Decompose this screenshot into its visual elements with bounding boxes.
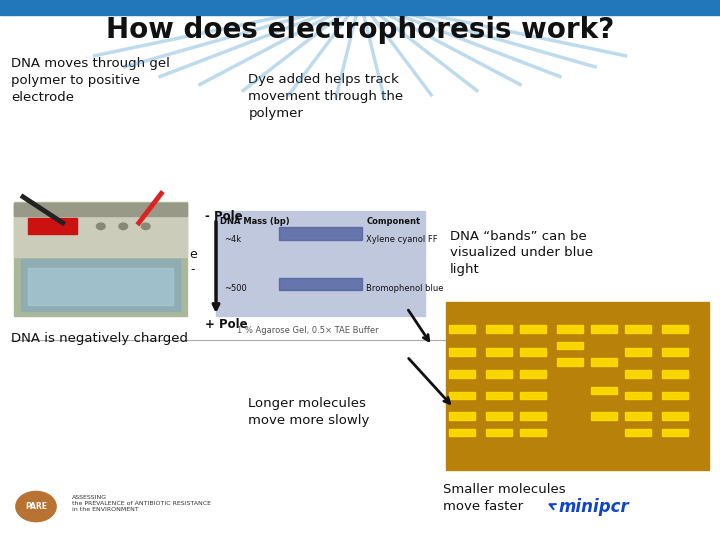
Text: + Pole: + Pole — [205, 318, 248, 330]
Bar — [449, 348, 475, 356]
Bar — [662, 392, 688, 400]
Bar — [591, 387, 617, 394]
Bar — [449, 325, 475, 333]
Text: minipcr: minipcr — [558, 497, 629, 516]
Text: DNA Mass (bp): DNA Mass (bp) — [220, 217, 290, 226]
Bar — [591, 325, 617, 333]
Bar — [446, 302, 709, 470]
Text: ASSESSING
the PREVALENCE of ANTIBIOTIC RESISTANCE
in the ENVIRONMENT: ASSESSING the PREVALENCE of ANTIBIOTIC R… — [72, 495, 211, 511]
Bar — [520, 392, 546, 400]
Text: How does electrophoresis work?: How does electrophoresis work? — [106, 16, 614, 44]
Bar — [14, 202, 187, 216]
Bar — [520, 370, 546, 378]
Bar — [449, 392, 475, 400]
Text: DNA “bands” can be
visualized under blue
light: DNA “bands” can be visualized under blue… — [450, 230, 593, 276]
Bar — [557, 325, 583, 333]
Bar — [449, 370, 475, 378]
Bar — [520, 429, 546, 436]
Bar — [486, 348, 512, 356]
Bar — [28, 218, 76, 234]
Bar — [486, 412, 512, 420]
Bar — [625, 370, 652, 378]
Text: Longer molecules
move more slowly: Longer molecules move more slowly — [248, 397, 370, 427]
Circle shape — [141, 223, 150, 230]
Bar — [625, 325, 652, 333]
Text: - Pole: - Pole — [205, 210, 243, 222]
Circle shape — [119, 223, 127, 230]
Bar — [557, 359, 583, 366]
Bar — [486, 429, 512, 436]
Bar — [625, 392, 652, 400]
Bar — [486, 392, 512, 400]
Bar — [625, 412, 652, 420]
Bar — [662, 370, 688, 378]
Text: 1 % Agarose Gel, 0.5× TAE Buffer: 1 % Agarose Gel, 0.5× TAE Buffer — [237, 326, 379, 335]
Text: DNA is negatively charged: DNA is negatively charged — [11, 332, 188, 345]
Bar — [662, 325, 688, 333]
Bar — [625, 429, 652, 436]
Bar — [557, 342, 583, 349]
Bar — [520, 412, 546, 420]
Bar — [14, 202, 187, 316]
Bar — [449, 412, 475, 420]
Text: ~500: ~500 — [225, 284, 247, 293]
Text: PARE: PARE — [25, 502, 47, 511]
Text: e
-: e - — [189, 248, 197, 276]
Bar — [662, 412, 688, 420]
Bar — [14, 202, 187, 257]
Text: Smaller molecules
move faster: Smaller molecules move faster — [443, 483, 565, 514]
Bar — [22, 259, 180, 312]
Bar — [486, 325, 512, 333]
Circle shape — [16, 491, 56, 522]
Bar — [28, 268, 174, 305]
Circle shape — [96, 223, 105, 230]
Text: ~4k: ~4k — [225, 234, 241, 244]
Bar — [662, 429, 688, 436]
Bar — [662, 348, 688, 356]
Text: Xylene cyanol FF: Xylene cyanol FF — [366, 234, 438, 244]
Bar — [591, 359, 617, 366]
Bar — [591, 412, 617, 420]
Bar — [279, 227, 362, 240]
Bar — [279, 278, 362, 289]
Bar — [216, 211, 425, 316]
Bar — [0, 0, 720, 15]
Text: Bromophenol blue: Bromophenol blue — [366, 284, 444, 293]
Bar — [520, 325, 546, 333]
Bar — [625, 348, 652, 356]
Text: Dye added helps track
movement through the
polymer: Dye added helps track movement through t… — [248, 73, 403, 120]
Bar — [520, 348, 546, 356]
Bar — [486, 370, 512, 378]
Bar — [449, 429, 475, 436]
Text: DNA moves through gel
polymer to positive
electrode: DNA moves through gel polymer to positiv… — [11, 57, 170, 104]
Text: Component: Component — [366, 217, 420, 226]
